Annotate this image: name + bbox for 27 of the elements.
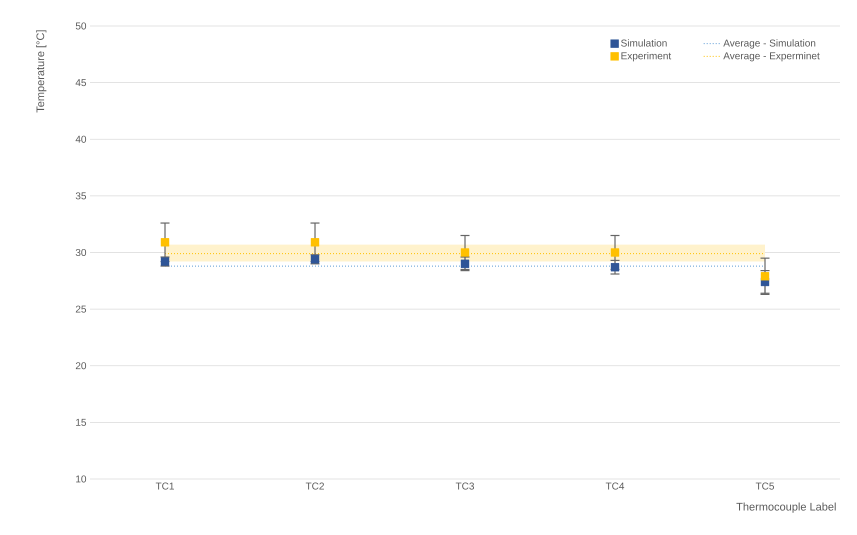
point [610, 248, 620, 257]
point [460, 260, 470, 268]
point [160, 238, 170, 246]
x-axis-title: Thermocouple Label [736, 502, 836, 513]
point [610, 263, 620, 272]
y-tick-label: 10 [76, 475, 86, 483]
legend-label: Average - Simulation [723, 39, 816, 49]
legend-label: Experiment [621, 52, 672, 62]
point [310, 238, 320, 246]
y-tick-label: 15 [76, 418, 86, 426]
x-tick-label: TC1 [156, 482, 174, 490]
y-axis-title: Temperature [°C] [36, 30, 46, 113]
point [760, 272, 770, 280]
x-tick-label: TC4 [606, 482, 624, 490]
y-tick-label: 25 [76, 306, 86, 313]
legend-label: Average - Experminet [723, 52, 820, 62]
y-tick-label: 45 [76, 79, 86, 86]
y-tick-label: 40 [76, 136, 86, 143]
y-tick-label: 50 [76, 22, 86, 30]
y-tick-label: 30 [76, 248, 86, 256]
legend-label: Simulation [621, 39, 667, 47]
x-tick-label: TC3 [456, 482, 474, 490]
y-tick-label: 20 [76, 362, 86, 370]
x-tick-label: TC2 [306, 482, 324, 490]
y-tick-label: 35 [76, 192, 86, 200]
x-tick-label: TC5 [756, 482, 774, 490]
point [460, 248, 470, 257]
